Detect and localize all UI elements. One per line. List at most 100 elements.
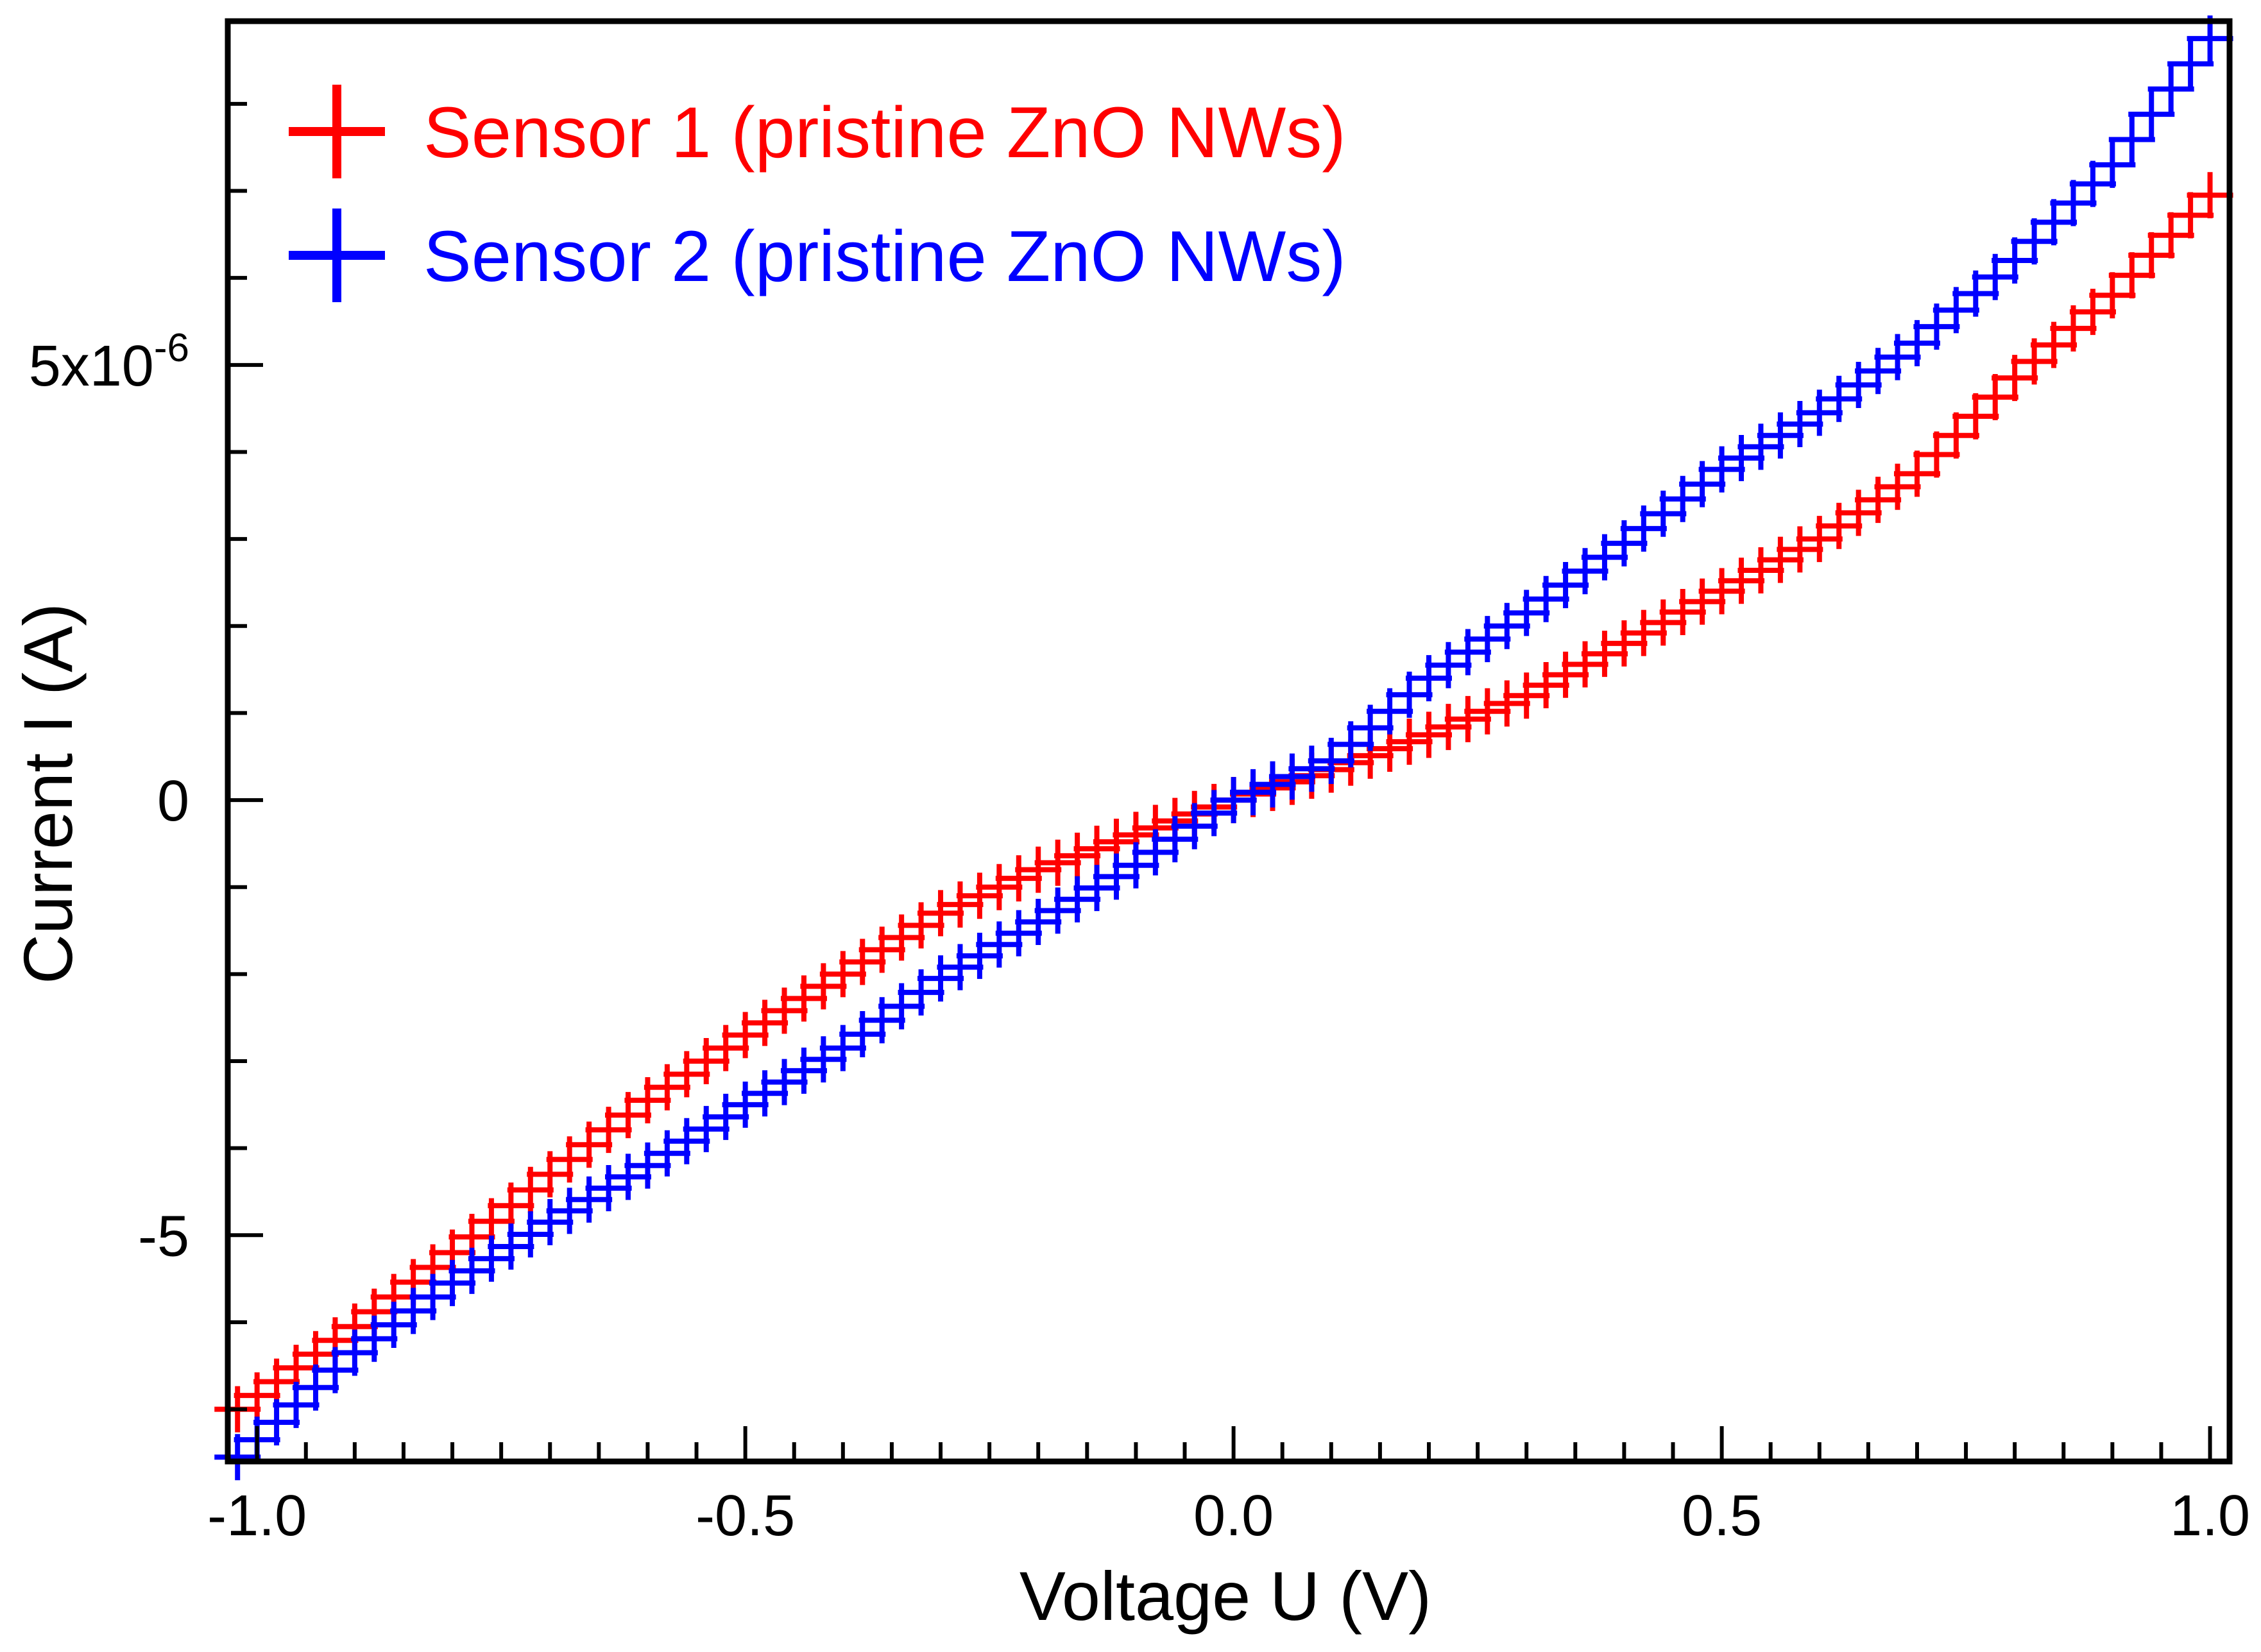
data-point <box>1171 803 1218 849</box>
x-axis-label: Voltage U (V) <box>1020 1557 1431 1635</box>
data-point <box>1757 536 1804 583</box>
data-point <box>995 855 1042 902</box>
legend-label: Sensor 2 (pristine ZnO NWs) <box>423 216 1346 296</box>
data-point <box>585 1165 632 1212</box>
data-point <box>780 1047 827 1094</box>
data-point <box>1952 393 1999 439</box>
data-point <box>1933 412 1979 459</box>
data-point <box>976 921 1023 968</box>
data-point <box>683 1105 729 1152</box>
data-point <box>2089 141 2136 188</box>
data-point <box>937 944 984 991</box>
data-point <box>2050 180 2097 226</box>
data-point <box>1093 853 1139 900</box>
data-point <box>1972 374 2018 421</box>
ticks-layer <box>228 101 2212 1461</box>
data-point <box>2108 116 2155 163</box>
data-point <box>644 1064 690 1111</box>
data-point <box>1191 790 1238 837</box>
data-point <box>468 1235 515 1282</box>
data-point <box>605 1154 651 1200</box>
data-point <box>644 1130 690 1177</box>
data-point <box>917 955 964 1002</box>
data-point <box>1288 745 1335 792</box>
data-point <box>1503 672 1550 719</box>
data-point <box>1601 620 1648 667</box>
y-tick-exponent: -6 <box>154 326 189 370</box>
data-point <box>1874 463 1921 510</box>
data-point <box>800 963 847 1010</box>
x-tick-label: 0.0 <box>1193 1484 1274 1548</box>
data-point <box>1464 688 1511 735</box>
plot-frame <box>225 18 2233 1465</box>
data-point <box>1777 526 1823 573</box>
data-point <box>1230 769 1277 815</box>
data-point <box>995 910 1042 957</box>
data-point <box>858 926 905 973</box>
data-point <box>742 1000 789 1046</box>
data-point <box>917 890 964 937</box>
data-point <box>761 1059 808 1105</box>
data-point <box>2108 252 2155 299</box>
data-point <box>878 914 925 961</box>
legend-plus-marker <box>289 209 385 302</box>
x-tick-label: 0.5 <box>1682 1484 1762 1548</box>
data-point <box>1249 761 1296 808</box>
data-point <box>1210 777 1257 824</box>
data-point <box>2167 40 2214 87</box>
data-point <box>1816 502 1863 549</box>
data-point <box>1425 704 1472 751</box>
series-2-markers <box>214 15 2233 1481</box>
data-point <box>1034 839 1081 886</box>
data-point <box>1444 695 1491 742</box>
data-point <box>1464 616 1511 663</box>
data-point <box>2069 160 2116 207</box>
data-point <box>624 1142 671 1189</box>
data-point <box>1796 516 1843 563</box>
data-point <box>1034 887 1081 934</box>
data-point <box>1483 680 1530 727</box>
data-point <box>1581 631 1628 677</box>
data-point <box>1718 558 1765 604</box>
data-point <box>703 1025 749 1071</box>
data-point <box>1015 846 1062 893</box>
data-point <box>1015 898 1062 945</box>
data-point <box>2089 272 2136 319</box>
data-point <box>839 939 886 985</box>
data-point <box>956 873 1003 919</box>
data-point <box>1054 832 1101 879</box>
data-point <box>663 1051 710 1098</box>
data-point <box>1718 434 1765 481</box>
data-point <box>1542 651 1589 698</box>
data-point <box>1054 876 1101 923</box>
data-point <box>1659 589 1706 636</box>
y-tick-label: -5 <box>138 1204 189 1268</box>
data-point <box>1406 711 1452 758</box>
data-point <box>488 1223 534 1270</box>
data-point <box>507 1211 554 1257</box>
data-point <box>1757 412 1804 459</box>
data-point <box>1425 642 1472 688</box>
data-point <box>976 864 1023 910</box>
data-point <box>1835 490 1882 536</box>
data-point <box>527 1198 574 1245</box>
y-axis-label: Current I (A) <box>9 603 87 984</box>
data-point <box>1737 547 1784 593</box>
data-point <box>2128 91 2175 138</box>
legend-plus-marker <box>289 85 385 178</box>
data-point <box>2147 212 2194 259</box>
data-point <box>1855 477 1902 524</box>
data-point <box>780 975 827 1022</box>
data-point <box>1698 446 1745 493</box>
data-point <box>2187 172 2233 219</box>
data-point <box>722 1012 769 1059</box>
data-point <box>1444 629 1491 676</box>
data-point <box>1562 641 1608 688</box>
data-point <box>663 1118 710 1164</box>
y-tick-label: 0 <box>157 769 189 833</box>
data-point <box>1698 568 1745 615</box>
data-point <box>1737 423 1784 470</box>
legend-item-sensor-2: Sensor 2 (pristine ZnO NWs) <box>289 209 1346 302</box>
data-point <box>819 951 866 998</box>
